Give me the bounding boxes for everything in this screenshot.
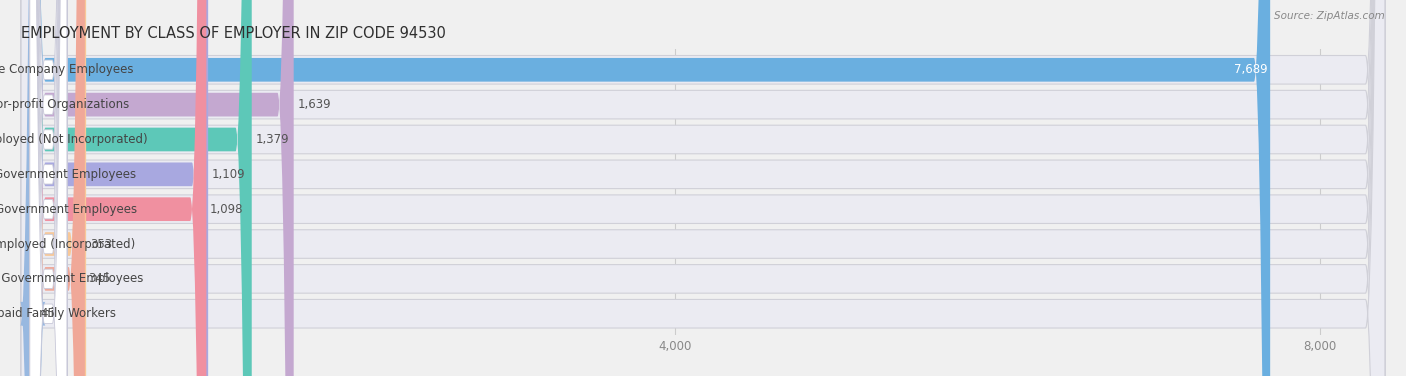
Text: Unpaid Family Workers: Unpaid Family Workers (0, 307, 115, 320)
FancyBboxPatch shape (30, 0, 67, 376)
FancyBboxPatch shape (30, 0, 252, 376)
FancyBboxPatch shape (30, 0, 67, 376)
Text: 7,689: 7,689 (1233, 63, 1267, 76)
FancyBboxPatch shape (21, 0, 1385, 376)
FancyBboxPatch shape (30, 0, 67, 376)
Text: Not-for-profit Organizations: Not-for-profit Organizations (0, 98, 129, 111)
FancyBboxPatch shape (21, 0, 1385, 376)
FancyBboxPatch shape (30, 0, 67, 376)
Text: 45: 45 (39, 307, 55, 320)
FancyBboxPatch shape (21, 0, 1385, 376)
Text: 1,109: 1,109 (212, 168, 245, 181)
FancyBboxPatch shape (30, 0, 1270, 376)
Text: EMPLOYMENT BY CLASS OF EMPLOYER IN ZIP CODE 94530: EMPLOYMENT BY CLASS OF EMPLOYER IN ZIP C… (21, 26, 446, 41)
FancyBboxPatch shape (30, 0, 294, 376)
Text: 1,379: 1,379 (256, 133, 288, 146)
Text: Source: ZipAtlas.com: Source: ZipAtlas.com (1274, 11, 1385, 21)
FancyBboxPatch shape (21, 0, 1385, 376)
Text: Private Company Employees: Private Company Employees (0, 63, 134, 76)
FancyBboxPatch shape (21, 0, 1385, 376)
Text: Self-Employed (Not Incorporated): Self-Employed (Not Incorporated) (0, 133, 148, 146)
FancyBboxPatch shape (30, 0, 67, 376)
FancyBboxPatch shape (30, 0, 67, 376)
FancyBboxPatch shape (21, 0, 1385, 376)
Text: Federal Government Employees: Federal Government Employees (0, 272, 143, 285)
FancyBboxPatch shape (30, 0, 208, 376)
FancyBboxPatch shape (30, 0, 86, 376)
Text: 1,098: 1,098 (209, 203, 243, 216)
FancyBboxPatch shape (21, 0, 1385, 376)
FancyBboxPatch shape (20, 0, 45, 376)
Text: Self-Employed (Incorporated): Self-Employed (Incorporated) (0, 238, 135, 250)
FancyBboxPatch shape (30, 0, 207, 376)
Text: Local Government Employees: Local Government Employees (0, 168, 136, 181)
Text: 1,639: 1,639 (297, 98, 330, 111)
FancyBboxPatch shape (30, 0, 67, 376)
FancyBboxPatch shape (21, 0, 1385, 376)
FancyBboxPatch shape (30, 0, 67, 376)
FancyBboxPatch shape (30, 0, 84, 376)
Text: 353: 353 (90, 238, 112, 250)
Text: 345: 345 (89, 272, 111, 285)
Text: State Government Employees: State Government Employees (0, 203, 136, 216)
